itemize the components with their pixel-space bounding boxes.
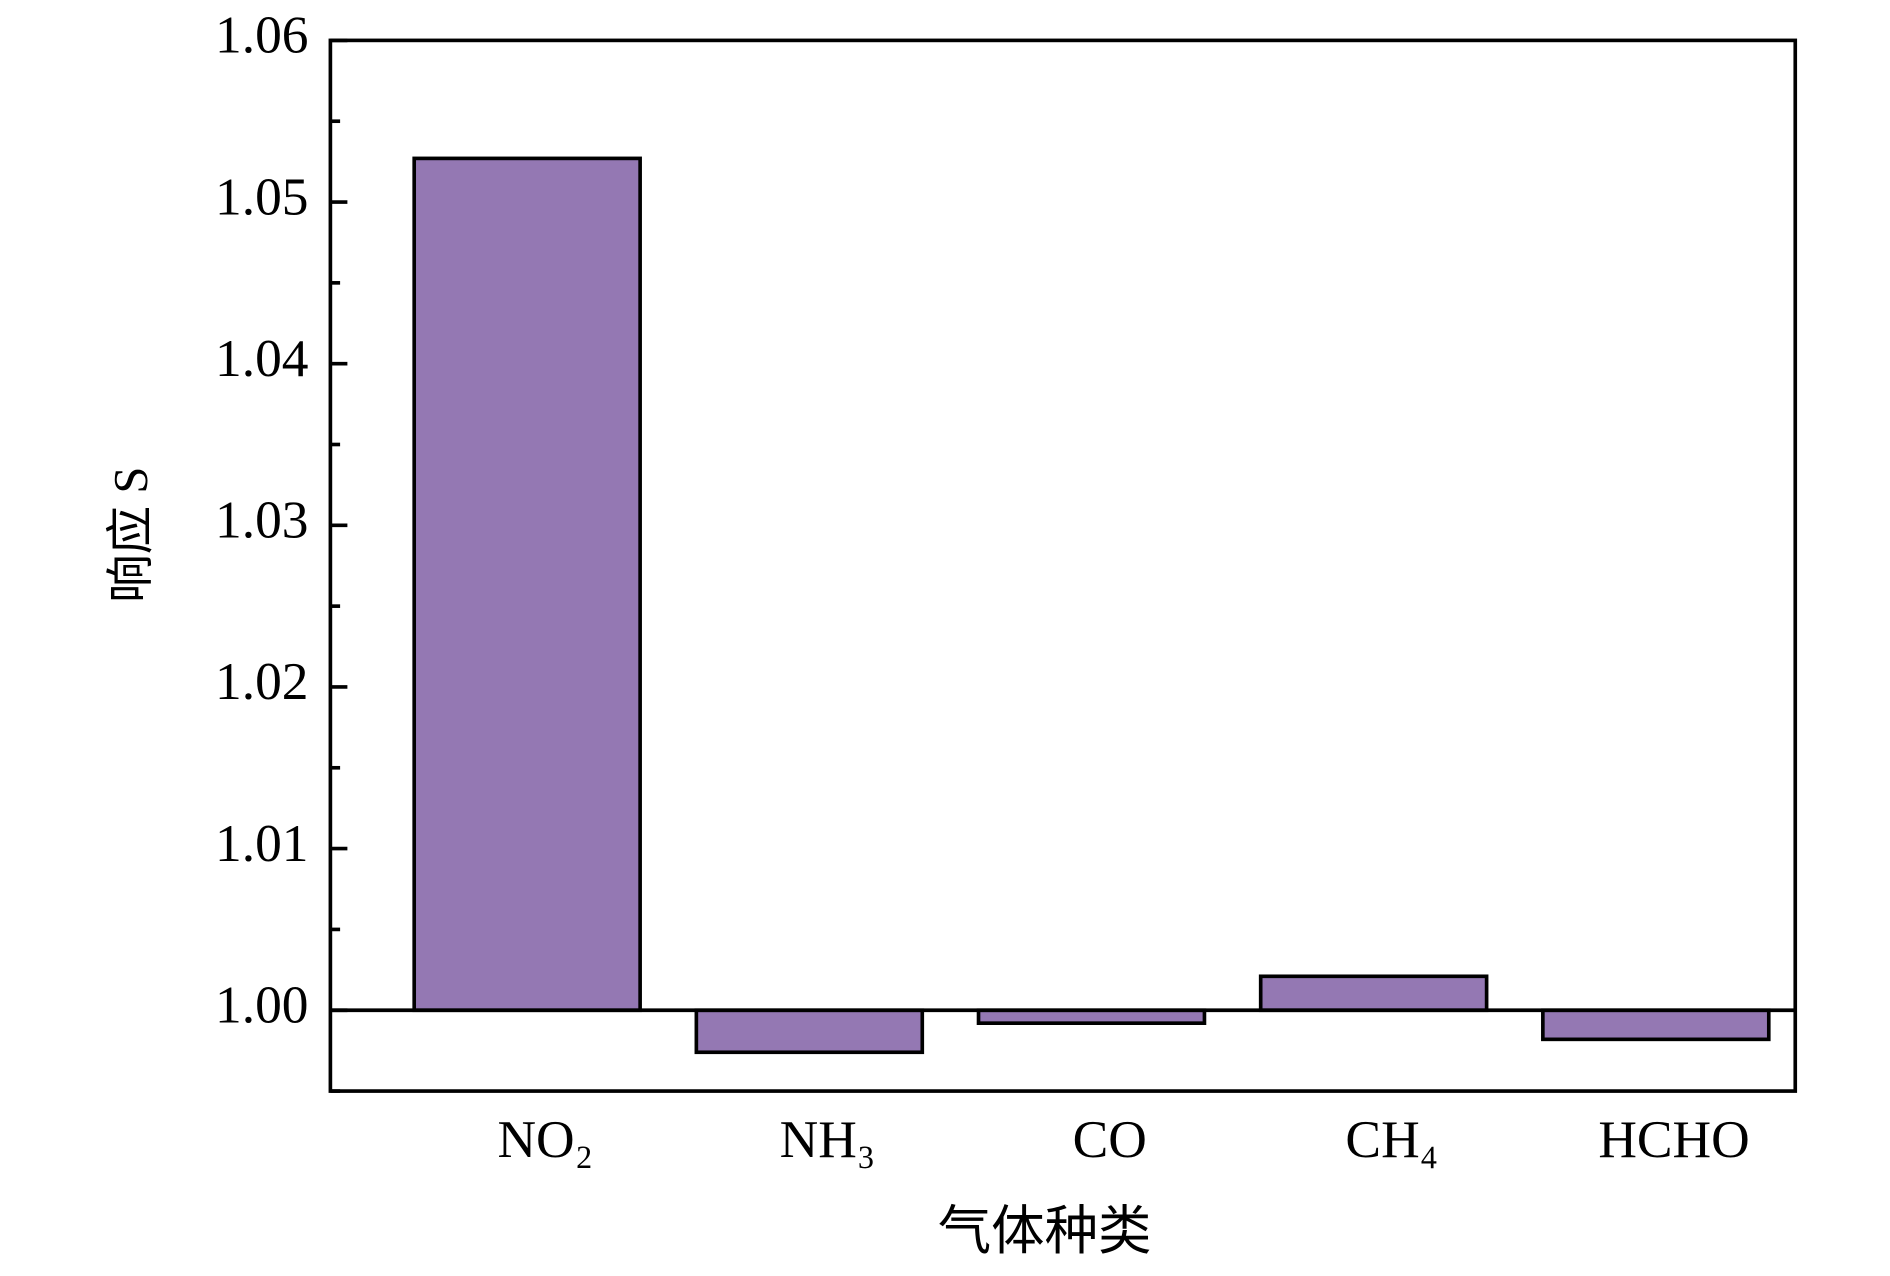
- y-tick-label: 1.00: [215, 975, 309, 1035]
- y-tick-label: 1.06: [215, 5, 309, 65]
- x-tick-label: NH₃: [780, 1109, 876, 1169]
- bar: [1258, 974, 1489, 1013]
- y-axis-title: 响应 S: [104, 467, 158, 603]
- y-tick-label: 1.03: [215, 490, 309, 550]
- x-axis-title: 气体种类: [938, 1201, 1152, 1261]
- bar: [412, 156, 642, 1013]
- bar: [694, 1008, 925, 1055]
- plot-frame: [328, 38, 1798, 1093]
- y-tick-label: 1.02: [215, 651, 309, 711]
- bar: [976, 1008, 1207, 1025]
- x-tick-label: NO₂: [497, 1109, 593, 1169]
- y-tick-label: 1.01: [215, 813, 309, 873]
- y-tick-label: 1.05: [215, 166, 309, 226]
- x-tick-label: CH₄: [1345, 1109, 1438, 1169]
- bar: [1541, 1008, 1771, 1042]
- x-tick-label: CO: [1073, 1109, 1147, 1169]
- x-tick-label: HCHO: [1598, 1109, 1749, 1169]
- y-tick-label: 1.04: [215, 328, 309, 388]
